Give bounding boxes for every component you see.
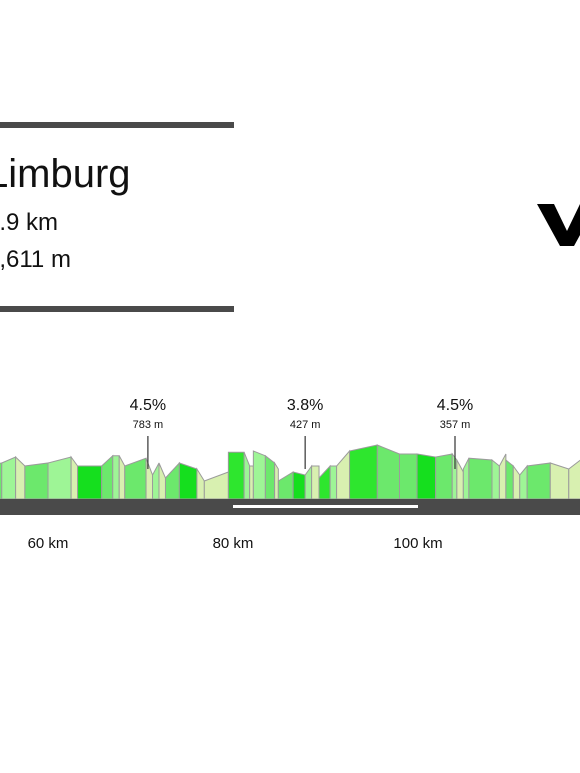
profile-segment xyxy=(77,465,103,500)
profile-segment xyxy=(304,464,313,500)
profile-segment xyxy=(124,457,147,500)
profile-segment xyxy=(264,454,276,500)
profile-segment xyxy=(456,459,464,500)
climb-gradient-label: 4.5% xyxy=(437,397,473,414)
profile-segment xyxy=(70,455,79,500)
profile-segment xyxy=(505,458,514,500)
profile-segment xyxy=(318,464,331,500)
profile-segment xyxy=(252,450,266,500)
profile-segment xyxy=(416,453,437,500)
profile-segment xyxy=(462,457,470,500)
profile-segment xyxy=(329,465,338,500)
stage-title: Limburg xyxy=(0,152,131,196)
profile-segment xyxy=(1,456,17,500)
profile-segment xyxy=(274,461,279,500)
profile-segment xyxy=(435,453,453,500)
climb-gradient-label: 3.8% xyxy=(287,397,323,414)
stage-distance: 8.9 km xyxy=(0,209,59,236)
stage-profile-chart: 4.5% 783 m 3.8% 427 m 4.5% 357 m 60 km 80 km 100… xyxy=(0,397,580,552)
profile-segment xyxy=(349,444,378,500)
v-logo-icon xyxy=(537,204,580,246)
stage-elevation: 1,611 m xyxy=(0,246,71,273)
profile-segment xyxy=(152,462,160,500)
profile-segment xyxy=(243,452,251,500)
profile-segment xyxy=(24,462,49,500)
profile-segment xyxy=(196,467,205,500)
profile-segment xyxy=(277,471,294,500)
profile-segment xyxy=(158,462,166,500)
profile-segment xyxy=(468,457,493,500)
profile-segment xyxy=(526,462,551,500)
climb-length-label: 427 m xyxy=(290,419,321,431)
profile-segment xyxy=(519,464,528,500)
profile-segment xyxy=(568,459,580,500)
profile-segment xyxy=(512,464,521,500)
profile-segment xyxy=(47,456,72,500)
profile-segment xyxy=(311,465,320,500)
km-marker xyxy=(233,505,418,508)
profile-segment xyxy=(145,458,154,500)
climb-gradient-label: 4.5% xyxy=(130,397,166,414)
profile-segment xyxy=(249,465,254,500)
profile-segment xyxy=(336,449,351,500)
climb-length-label: 357 m xyxy=(440,419,471,431)
profile-segment xyxy=(112,455,120,500)
x-tick-label: 80 km xyxy=(213,535,254,552)
profile-segment xyxy=(15,455,26,500)
profile-segment xyxy=(178,462,198,500)
x-tick-label: 100 km xyxy=(393,535,442,552)
profile-segment xyxy=(498,453,507,500)
profile-segment xyxy=(118,455,126,500)
profile-segment xyxy=(227,451,245,500)
profile-segment xyxy=(491,458,500,500)
profile-segment xyxy=(549,462,570,500)
profile-segment xyxy=(376,444,400,500)
profile-segment xyxy=(399,453,418,500)
profile-segment xyxy=(101,454,114,500)
header-bottom-rule xyxy=(0,306,234,312)
climb-length-label: 783 m xyxy=(133,419,164,431)
x-tick-label: 60 km xyxy=(28,535,69,552)
profile-segment xyxy=(292,471,306,500)
profile-segment xyxy=(203,471,229,500)
header-top-rule xyxy=(0,122,234,128)
profile-segment xyxy=(164,461,180,500)
